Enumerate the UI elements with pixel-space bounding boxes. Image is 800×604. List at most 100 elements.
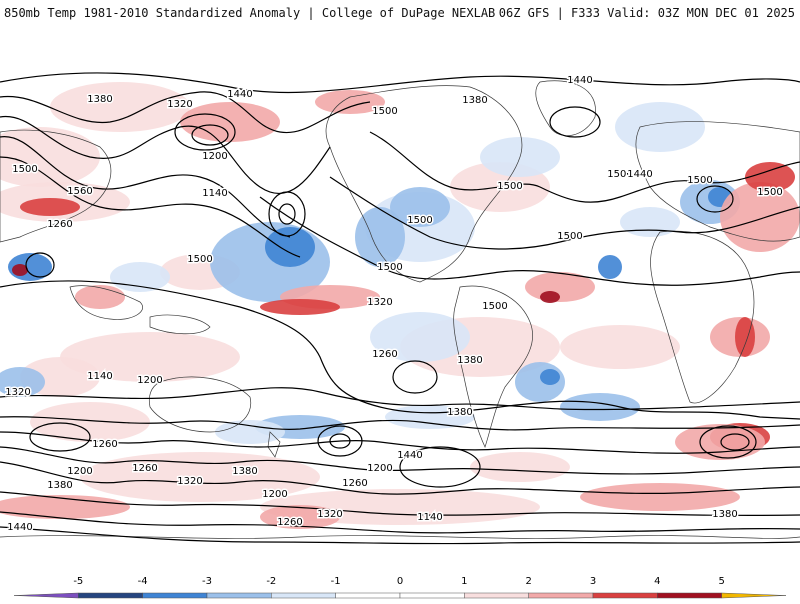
contour-label: 1260 [372,349,397,360]
contour-label: 1440 [7,522,32,533]
contour-label: 1260 [47,219,72,230]
height-contour-28 [696,185,734,213]
colorbar-segment [271,592,336,599]
colorbar-tick-label: 4 [654,576,660,587]
colorbar-tick-label: -1 [331,576,341,587]
colorbar-tick-label: 2 [525,576,531,587]
contour-label: 1200 [262,489,287,500]
colorbar-segment [13,592,79,599]
contour-label: 1320 [367,297,392,308]
height-contour-17 [174,113,236,151]
height-contour-22 [329,433,351,449]
anomaly-colorbar: -5 -4 -3 -2 -1 0 1 2 3 4 5 [0,568,800,600]
contour-label: 1260 [92,439,117,450]
contour-label: 1140 [417,512,442,523]
contour-label: 1500 [377,262,402,273]
contour-label: 1500 [557,231,582,242]
colorbar-tick-label: 0 [397,576,403,587]
coastline-7 [149,314,211,335]
coastline-4 [635,121,800,242]
colorbar-segments [13,592,787,599]
height-contour-8 [0,280,800,420]
contour-label: 1440 [227,89,252,100]
coastline-2 [453,285,533,448]
map-canvas: 1440 1380 1320 1200 1140 1500 1560 1260 1440 1380… [0,37,800,583]
contour-label: 1260 [342,478,367,489]
height-contour-20 [278,203,296,225]
contour-label: 1200 [367,463,392,474]
contour-label: 1380 [87,94,112,105]
colorbar-tick-label: 5 [718,576,724,587]
colorbar-tick-label: -3 [202,576,212,587]
contour-label: 1320 [177,476,202,487]
contour-label: 1560 [67,186,92,197]
coastline-0 [325,85,523,283]
coastline-8 [148,376,252,433]
colorbar-segment [399,592,465,599]
map-title: 850mb Temp 1981-2010 Standardized Anomal… [4,6,496,20]
colorbar-segment [528,592,594,599]
contour-label: 1140 [202,188,227,199]
contour-label: 1500 [482,301,507,312]
height-contour-16 [0,526,800,545]
height-contour-15 [0,511,800,534]
contour-label: 1500 [607,169,632,180]
height-contour-9 [0,387,800,411]
contour-label: 1500 [407,215,432,226]
height-contour-4 [0,156,301,258]
colorbar-segment [335,592,401,599]
contour-label: 1260 [277,517,302,528]
height-contour-23 [699,425,757,459]
contour-label: 1320 [167,99,192,110]
contour-label: 1500 [687,175,712,186]
contour-label: 1440 [567,75,592,86]
contour-label: 1320 [317,509,342,520]
colorbar-tick-label: 3 [590,576,596,587]
coastline-10 [0,535,800,539]
height-contour-30 [392,360,438,394]
contour-label: 1320 [5,387,30,398]
height-contour-18 [191,124,229,146]
contour-label: 1440 [397,450,422,461]
colorbar-tick-label: 1 [461,576,467,587]
colorbar-tick-labels: -5 -4 -3 -2 -1 0 1 2 3 4 5 [73,576,725,587]
colorbar-tick-label: -4 [138,576,148,587]
height-contour-14 [0,491,800,516]
height-contour-21 [317,425,363,457]
height-contour-29 [25,252,55,278]
map-header: 850mb Temp 1981-2010 Standardized Anomal… [0,0,800,36]
colorbar-segment [206,592,272,599]
colorbar-tick-label: -2 [266,576,276,587]
height-contour-26 [29,422,91,452]
contour-label: 1380 [47,480,72,491]
contour-label: 1500 [187,254,212,265]
colorbar-segment [78,592,143,599]
contour-label: 1200 [202,151,227,162]
colorbar-segment [464,592,529,599]
coastline-6 [69,285,143,320]
colorbar-tick-label: -5 [73,576,83,587]
contour-label: 1440 [627,169,652,180]
contour-label: 1380 [462,95,487,106]
contour-label: 1140 [87,371,112,382]
world-anomaly-map: 1440 1380 1320 1200 1140 1500 1560 1260 1440 1380… [0,37,800,583]
height-contour-25 [399,446,481,488]
model-run-info: 06Z GFS | F333 Valid: 03Z MON DEC 01 202… [498,6,795,20]
height-contour-10 [0,416,800,431]
height-contour-24 [720,433,750,451]
height-contour-5 [369,131,800,203]
height-contour-12 [0,446,800,475]
colorbar-segment [657,592,722,599]
coastlines [0,80,800,539]
height-contour-0 [0,72,800,94]
anomaly-shading [0,82,800,529]
contour-label: 1380 [457,355,482,366]
colorbar-segment [592,592,658,599]
contour-labels: 1440 1380 1320 1200 1140 1500 1560 1260 1440 1380… [4,74,784,535]
contour-label: 1500 [12,164,37,175]
contour-label: 1500 [372,106,397,117]
coastline-1 [535,80,596,136]
contour-label: 1200 [67,466,92,477]
height-contours [0,72,800,545]
height-contour-11 [0,431,800,454]
